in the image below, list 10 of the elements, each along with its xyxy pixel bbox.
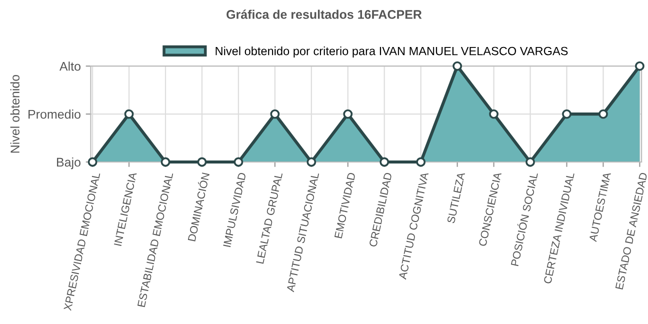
text: Alto	[59, 62, 80, 71]
text: Promedio	[28, 110, 80, 119]
chart-title: Gráfica de resultados 16FACPER	[226, 10, 422, 19]
x-tick-label: ESTADO DE ANSIEDAD	[615, 172, 648, 290]
x-tick-label: POSICIÓN SOCIAL	[509, 172, 538, 266]
y-axis-title: Nivel obtenido	[10, 74, 20, 153]
x-tick-label: LEALTAD GRUPAL	[256, 172, 283, 264]
text: Bajo	[57, 157, 80, 170]
legend-label: Nivel obtenido por criterio para IVAN MANUEL VELASCO VARGAS	[216, 46, 568, 58]
x-tick-label: SUTILEZA	[446, 172, 466, 224]
